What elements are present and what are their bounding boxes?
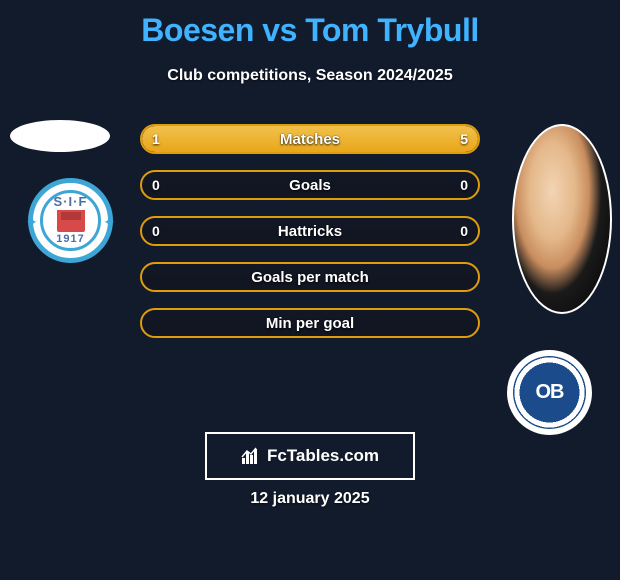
site-logo: FcTables.com [205, 432, 415, 480]
club-left-top-text: S·I·F [54, 194, 88, 209]
stat-row: Min per goal [140, 308, 480, 338]
stat-left-value: 0 [152, 223, 160, 239]
subtitle: Club competitions, Season 2024/2025 [0, 67, 620, 85]
stats-container: 1 Matches 5 0 Goals 0 0 Hattricks 0 Goals per mat… [140, 124, 480, 354]
ob-club-badge: OB [507, 350, 592, 435]
stat-label: Goals per match [251, 269, 369, 286]
stat-label: Hattricks [278, 223, 342, 240]
player-right-avatar [512, 124, 612, 314]
stat-row: 0 Goals 0 [140, 170, 480, 200]
stat-right-value: 0 [460, 223, 468, 239]
stat-label: Goals [289, 177, 331, 194]
club-right-text: OB [536, 381, 564, 404]
stat-row: Goals per match [140, 262, 480, 292]
date-text: 12 january 2025 [0, 490, 620, 508]
club-left-year-text: 1917 [56, 233, 84, 245]
star-icon: ✦ [103, 214, 115, 231]
player-left-avatar [10, 120, 110, 152]
stat-fill-left [142, 126, 199, 152]
club-left-shield-icon [57, 210, 85, 232]
stat-row: 1 Matches 5 [140, 124, 480, 154]
stat-left-value: 1 [152, 131, 160, 147]
stat-left-value: 0 [152, 177, 160, 193]
sif-club-badge: S·I·F 1917 ✦ ✦ [28, 178, 113, 263]
page-title: Boesen vs Tom Trybull [0, 0, 620, 49]
stat-label: Min per goal [266, 315, 354, 332]
star-icon: ✦ [26, 214, 38, 231]
stat-label: Matches [280, 131, 340, 148]
stat-row: 0 Hattricks 0 [140, 216, 480, 246]
site-logo-text: FcTables.com [267, 446, 379, 466]
stat-right-value: 0 [460, 177, 468, 193]
stat-right-value: 5 [460, 131, 468, 147]
bar-chart-icon [241, 447, 261, 465]
